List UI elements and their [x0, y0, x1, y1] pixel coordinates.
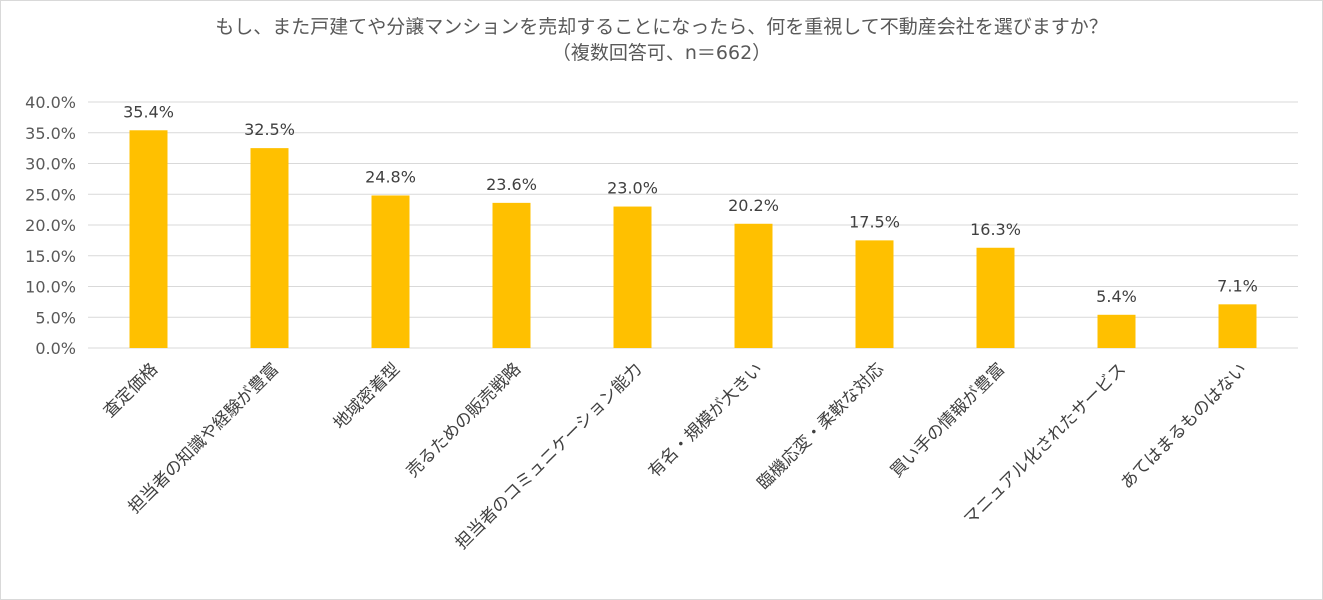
y-tick-label: 25.0%: [25, 185, 76, 204]
category-label: 有名・規模が大きい: [645, 359, 767, 481]
data-label: 20.2%: [728, 196, 779, 215]
category-label: 査定価格: [100, 359, 162, 421]
bar-3: [371, 195, 410, 348]
category-label: あてはまるものはない: [1117, 359, 1251, 493]
y-tick-label: 10.0%: [25, 278, 76, 297]
y-tick-label: 40.0%: [25, 93, 76, 112]
data-label: 16.3%: [970, 220, 1021, 239]
y-tick-label: 35.0%: [25, 124, 76, 143]
y-tick-label: 20.0%: [25, 216, 76, 235]
category-label: 臨機応変・柔軟な対応: [754, 359, 888, 493]
category-label: 買い手の情報が豊富: [887, 359, 1009, 481]
data-label: 5.4%: [1096, 287, 1137, 306]
category-label: 地域密着型: [330, 359, 404, 433]
bar-2: [250, 148, 289, 348]
data-label: 17.5%: [849, 212, 900, 231]
y-tick-label: 5.0%: [35, 308, 76, 327]
y-tick-label: 30.0%: [25, 155, 76, 174]
data-label: 23.6%: [486, 175, 537, 194]
data-label: 32.5%: [244, 120, 295, 139]
chart-title-block: もし、また戸建てや分譲マンションを売却することになったら、何を重視して不動産会社…: [0, 14, 1323, 66]
bar-4: [492, 202, 531, 348]
chart-subtitle: （複数回答可、n＝662）: [551, 42, 772, 64]
bar-1: [129, 130, 168, 348]
bar-10: [1218, 304, 1257, 348]
bar-6: [734, 223, 773, 348]
y-tick-label: 0.0%: [35, 339, 76, 358]
data-label: 35.4%: [123, 102, 174, 121]
data-label: 24.8%: [365, 167, 416, 186]
bar-5: [613, 206, 652, 348]
chart-title: もし、また戸建てや分譲マンションを売却することになったら、何を重視して不動産会社…: [215, 16, 1108, 38]
bar-9: [1097, 314, 1136, 348]
bar-7: [855, 240, 894, 348]
bar-8: [976, 247, 1015, 348]
category-label: 売るための販売戦略: [403, 359, 525, 481]
data-label: 23.0%: [607, 179, 658, 198]
y-tick-label: 15.0%: [25, 247, 76, 266]
data-label: 7.1%: [1217, 276, 1258, 295]
